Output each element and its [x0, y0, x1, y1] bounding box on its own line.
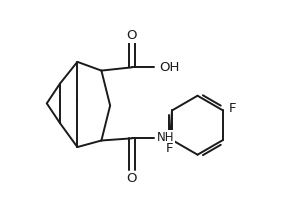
- Text: NH: NH: [156, 131, 174, 144]
- Text: F: F: [166, 142, 174, 155]
- Text: F: F: [229, 102, 237, 115]
- Text: O: O: [127, 172, 137, 185]
- Text: OH: OH: [159, 61, 180, 74]
- Text: O: O: [127, 29, 137, 42]
